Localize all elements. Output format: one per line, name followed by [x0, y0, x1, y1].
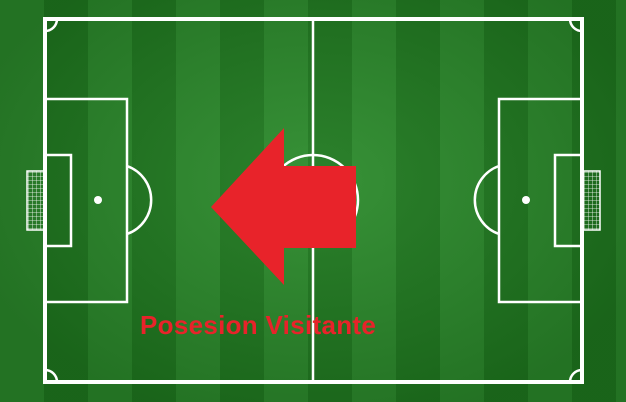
corner-arc-bottom-right: [568, 368, 583, 383]
possession-label: Posesion Visitante: [140, 310, 377, 340]
corner-arc-bottom-left: [44, 368, 59, 383]
right-penalty-spot: [522, 196, 530, 204]
corner-arc-top-right: [568, 18, 583, 33]
right-goal-net: [581, 170, 601, 231]
right-penalty-arc: [473, 164, 500, 236]
left-penalty-spot: [94, 196, 102, 204]
left-penalty-arc: [126, 164, 153, 236]
left-goal-net: [26, 170, 46, 231]
corner-arc-top-left: [44, 18, 59, 33]
